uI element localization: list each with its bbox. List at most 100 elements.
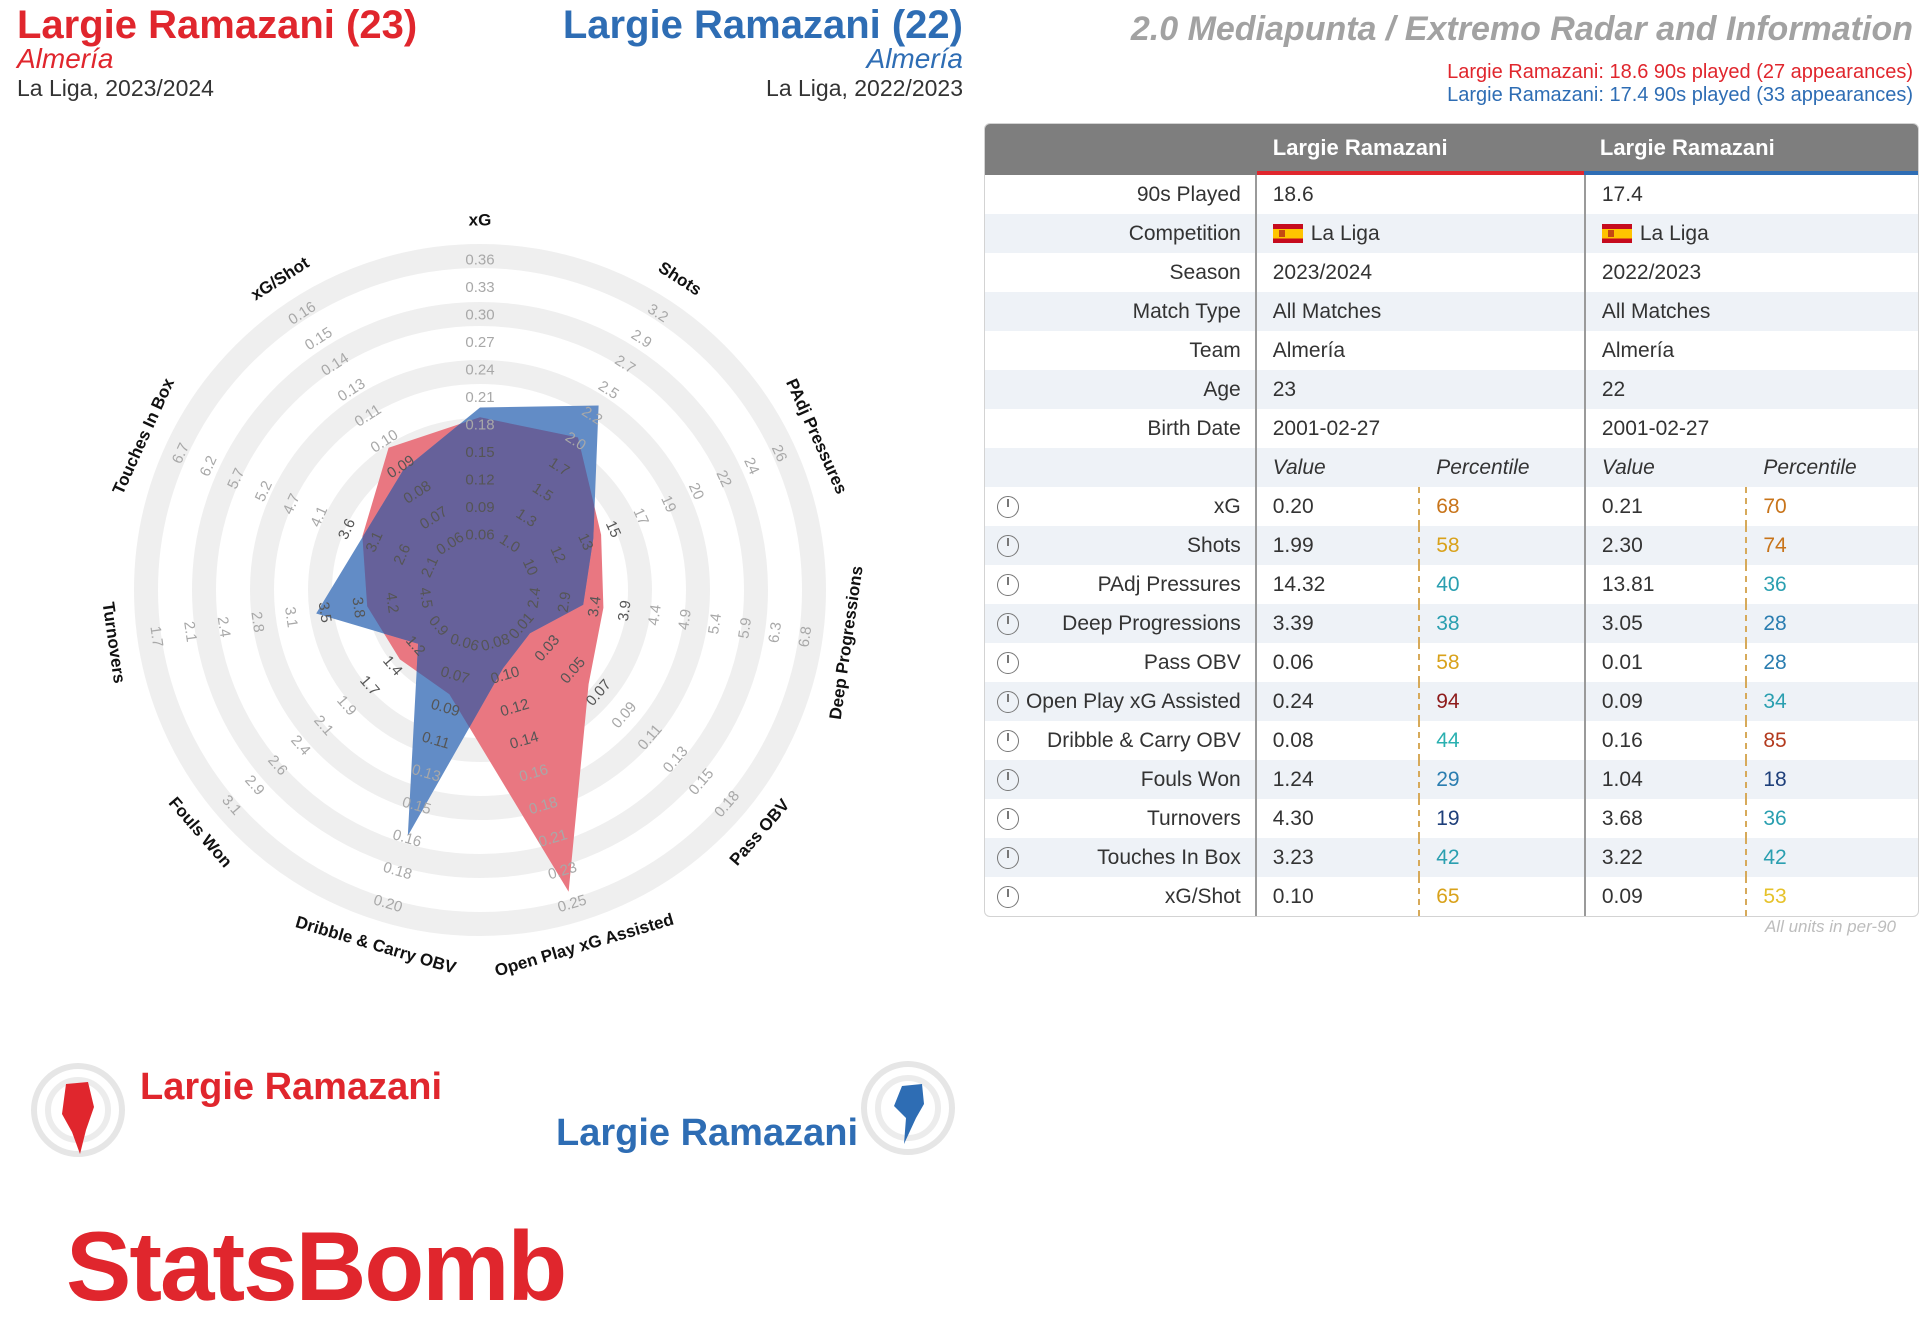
row-label: Team — [985, 331, 1257, 370]
player1-percentile-header: Percentile — [1420, 448, 1584, 487]
table-row: Pass OBV 0.06 58 0.01 28 — [985, 643, 1918, 682]
player1-info-text: 23 — [1272, 377, 1297, 401]
metric-label-cell: Fouls Won — [985, 760, 1257, 799]
metric-label-cell: Shots — [985, 526, 1257, 565]
player1-competition: La Liga, 2023/2024 — [17, 75, 214, 101]
table-col-header-player1: Largie Ramazani — [1256, 124, 1584, 175]
radar-tick-label: 6.3 — [765, 621, 785, 644]
radar-tick-label: 20 — [685, 480, 707, 502]
player1-metric-value: 0.20 — [1257, 487, 1421, 526]
player2-metric-percentile: 36 — [1763, 572, 1787, 596]
radar-tick-label: 1.7 — [146, 625, 166, 648]
clock-icon — [997, 574, 1019, 596]
row-label: Season — [985, 253, 1257, 292]
player2-metric-percentile: 70 — [1763, 494, 1787, 518]
table-row: Season 2023/2024 2022/2023 — [985, 253, 1918, 292]
radar-tick-label: 4.4 — [645, 604, 665, 627]
radar-tick-label: 3.8 — [348, 596, 368, 619]
player1-metric-percentile: 94 — [1420, 682, 1584, 721]
player1-metric-value: 0.06 — [1257, 643, 1421, 682]
player2-metric-value: 3.68 — [1583, 799, 1748, 838]
table-row: Dribble & Carry OBV 0.08 44 0.16 85 — [985, 721, 1918, 760]
player1-metric-percentile: 68 — [1436, 494, 1460, 518]
player2-info-text: 17.4 — [1601, 182, 1643, 206]
radar-tick-label: 22 — [713, 468, 735, 490]
spain-flag-icon — [1272, 223, 1303, 243]
radar-tick-label: 17 — [630, 505, 652, 527]
player1-metric-percentile: 19 — [1436, 806, 1460, 830]
metric-label: Deep Progressions — [1062, 611, 1241, 635]
player2-info-value: 2022/2023 — [1583, 253, 1918, 292]
player1-info-text: 2001-02-27 — [1272, 416, 1381, 440]
player2-info-text: 2001-02-27 — [1601, 416, 1710, 440]
table-row: Deep Progressions 3.39 38 3.05 28 — [985, 604, 1918, 643]
row-label: Age — [985, 370, 1257, 409]
units-footnote: All units in per-90 — [1764, 917, 1896, 936]
player1-metric-percentile: 58 — [1436, 650, 1460, 674]
metric-label-cell: xG/Shot — [985, 877, 1257, 916]
player1-info-value: 18.6 — [1257, 175, 1584, 214]
player1-metric-value: 3.39 — [1256, 604, 1421, 643]
player2-info-text: All Matches — [1601, 299, 1711, 323]
radar-tick-label: 5.9 — [735, 617, 755, 640]
player2-metric-percentile: 74 — [1747, 526, 1918, 565]
player2-metric-value: 13.81 — [1583, 565, 1748, 604]
player1-info-text: Almería — [1272, 338, 1346, 362]
radar-tick-label: 0.09 — [465, 499, 494, 516]
radar-tick-label: 3.1 — [281, 606, 301, 629]
player1-metric-percentile: 42 — [1420, 838, 1584, 877]
player2-metric-percentile: 42 — [1747, 838, 1918, 877]
clock-icon — [997, 730, 1019, 752]
player1-info-text: 2023/2024 — [1272, 260, 1373, 284]
radar-ring — [192, 302, 768, 878]
clock-icon — [997, 652, 1019, 674]
radar-tick-label: 4.5 — [416, 586, 436, 609]
table-row: xG/Shot 0.10 65 0.09 53 — [985, 877, 1918, 916]
radar-tick-label: 2.4 — [214, 615, 234, 638]
table-subheader-row: Value Percentile Value Percentile — [985, 448, 1918, 487]
player1-metric-value: 0.08 — [1257, 721, 1421, 760]
table-row: PAdj Pressures 14.32 40 13.81 36 — [985, 565, 1918, 604]
player1-team: Almería — [17, 43, 114, 74]
player2-metric-percentile: 53 — [1763, 884, 1787, 908]
player2-info-text: 22 — [1601, 377, 1626, 401]
radar-ring — [134, 244, 826, 936]
table-col-header-player2: Largie Ramazani — [1583, 124, 1918, 175]
player2-metric-percentile: 28 — [1763, 650, 1787, 674]
metric-label: Pass OBV — [1143, 650, 1241, 674]
row-label: Match Type — [985, 292, 1257, 331]
legend-player1-name: Largie Ramazani — [140, 1066, 442, 1108]
radar-tick-label: 2.4 — [524, 586, 544, 609]
radar-tick-label: 0.15 — [465, 444, 494, 461]
player1-metric-value: 1.24 — [1256, 760, 1421, 799]
player1-metric-percentile: 58 — [1420, 526, 1584, 565]
player1-metric-percentile: 65 — [1436, 884, 1460, 908]
radar-tick-label: 0.12 — [465, 472, 494, 489]
radar-axis-label: Shots — [655, 258, 705, 300]
metric-label: xG/Shot — [1164, 884, 1241, 908]
clock-icon — [997, 613, 1019, 635]
player1-title: Largie Ramazani (23) — [17, 3, 418, 47]
radar-tick-label: 0.21 — [465, 389, 494, 406]
player1-metric-value: 1.99 — [1256, 526, 1421, 565]
player1-metric-percentile: 38 — [1420, 604, 1584, 643]
player1-metric-value: 14.32 — [1257, 565, 1421, 604]
statsbomb-logo: StatsBomb — [66, 1211, 567, 1321]
player2-info-value: All Matches — [1583, 292, 1918, 331]
player1-metric-percentile: 29 — [1420, 760, 1584, 799]
radar-ring — [250, 360, 710, 820]
player2-metric-percentile: 28 — [1747, 604, 1918, 643]
page-title: 2.0 Mediapunta / Extremo Radar and Infor… — [1130, 10, 1913, 48]
player2-percentile-header: Percentile — [1747, 448, 1918, 487]
table-row: Turnovers 4.30 19 3.68 36 — [985, 799, 1918, 838]
radar-tick-label: 3.4 — [585, 595, 605, 618]
radar-tick-label: 15 — [602, 518, 624, 540]
row-label: Birth Date — [985, 409, 1257, 448]
radar-tick-label: 2.9 — [555, 591, 575, 614]
metric-label: Touches In Box — [1097, 845, 1241, 869]
clock-icon — [997, 886, 1019, 908]
player2-metric-value: 3.22 — [1583, 838, 1748, 877]
table-row: Team Almería Almería — [985, 331, 1918, 370]
clock-icon — [997, 496, 1019, 518]
table-row: Shots 1.99 58 2.30 74 — [985, 526, 1918, 565]
